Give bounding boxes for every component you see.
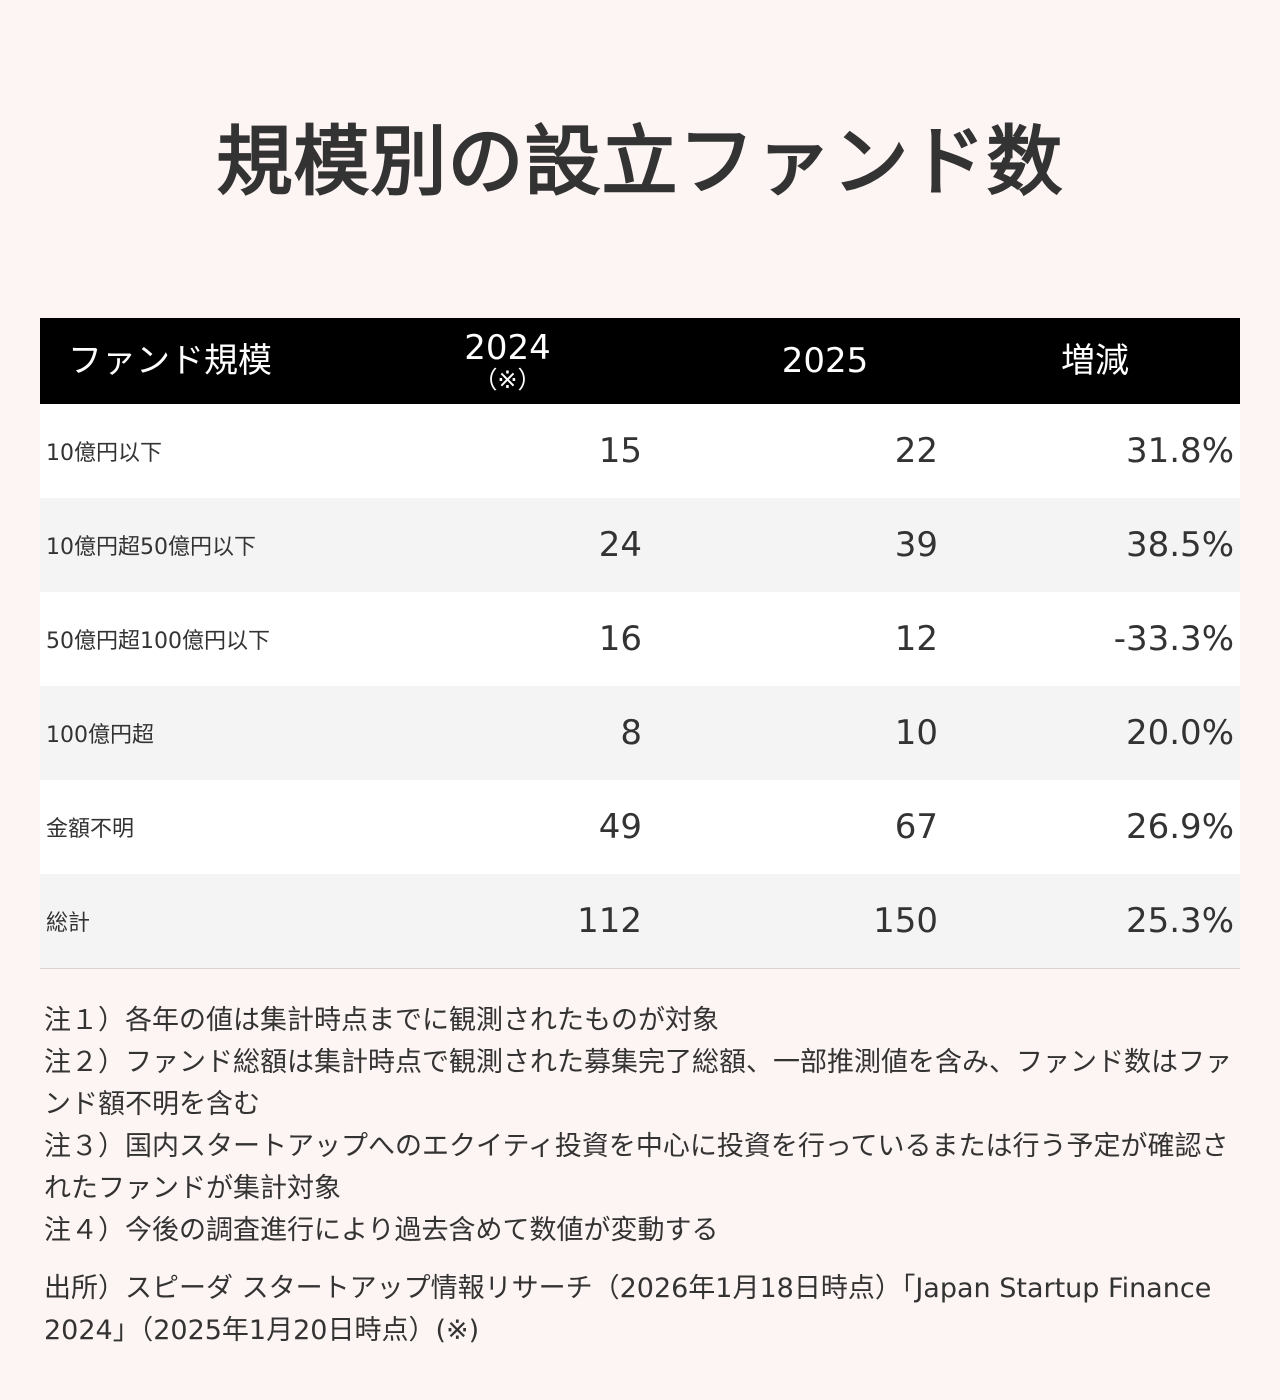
- table-header: ファンド規模 2024 （※） 2025 増減: [40, 318, 1240, 404]
- table-row: 10億円以下 15 22 31.8%: [40, 404, 1240, 498]
- table-row: 10億円超50億円以下 24 39 38.5%: [40, 498, 1240, 592]
- row-label: 10億円超50億円以下: [46, 535, 256, 560]
- row-value-2024: 15: [598, 431, 642, 471]
- row-value-2024: 112: [577, 901, 642, 941]
- header-fund-size: ファンド規模: [68, 341, 272, 381]
- row-label: 金額不明: [46, 817, 135, 842]
- source-note: 出所）スピーダ スタートアップ情報リサーチ（2026年1月18日時点）「Japa…: [44, 1273, 1212, 1346]
- row-change: 26.9%: [1125, 807, 1234, 847]
- row-label: 50億円超100億円以下: [46, 629, 270, 654]
- header-2024-label: 2024: [464, 328, 551, 368]
- header-2024-note: （※）: [473, 366, 542, 394]
- row-value-2025: 22: [894, 431, 938, 471]
- footnote: 注３）国内スタートアップへのエクイティ投資を中心に投資を行っているまたは行う予定…: [44, 1131, 1229, 1204]
- row-value-2025: 10: [894, 713, 938, 753]
- row-change: 20.0%: [1125, 713, 1234, 753]
- table-row: 50億円超100億円以下 16 12 -33.3%: [40, 592, 1240, 686]
- header-2025: 2025: [781, 341, 869, 381]
- header-2024: 2024 （※）: [440, 318, 575, 404]
- row-change: -33.3%: [1113, 619, 1234, 659]
- row-value-2024: 49: [598, 807, 642, 847]
- header-change: 増減: [1061, 341, 1129, 381]
- footnotes: 注１）各年の値は集計時点までに観測されたものが対象 注２）ファンド総額は集計時点…: [44, 1000, 1236, 1352]
- row-value-2025: 67: [894, 807, 938, 847]
- row-value-2025: 150: [873, 901, 938, 941]
- row-value-2024: 16: [598, 619, 642, 659]
- table-row-total: 総計 112 150 25.3%: [40, 874, 1240, 968]
- footnote: 注４）今後の調査進行により過去含めて数値が変動する: [44, 1215, 719, 1246]
- row-change: 31.8%: [1125, 431, 1234, 471]
- footnote: 注１）各年の値は集計時点までに観測されたものが対象: [44, 1005, 719, 1036]
- table-row: 100億円超 8 10 20.0%: [40, 686, 1240, 780]
- row-change: 25.3%: [1125, 901, 1234, 941]
- row-change: 38.5%: [1125, 525, 1234, 565]
- row-label: 10億円以下: [46, 441, 162, 466]
- row-label: 100億円超: [46, 723, 154, 748]
- row-value-2025: 39: [894, 525, 938, 565]
- page-title: 規模別の設立ファンド数: [216, 117, 1064, 206]
- row-value-2024: 24: [598, 525, 642, 565]
- fund-size-table: ファンド規模 2024 （※） 2025 増減 10億円以下 15 22 31.…: [40, 318, 1240, 969]
- footnote: 注２）ファンド総額は集計時点で観測された募集完了総額、一部推測値を含み、ファンド…: [44, 1047, 1232, 1120]
- row-value-2024: 8: [620, 713, 642, 753]
- row-value-2025: 12: [894, 619, 938, 659]
- table-row: 金額不明 49 67 26.9%: [40, 780, 1240, 874]
- row-label: 総計: [46, 911, 91, 936]
